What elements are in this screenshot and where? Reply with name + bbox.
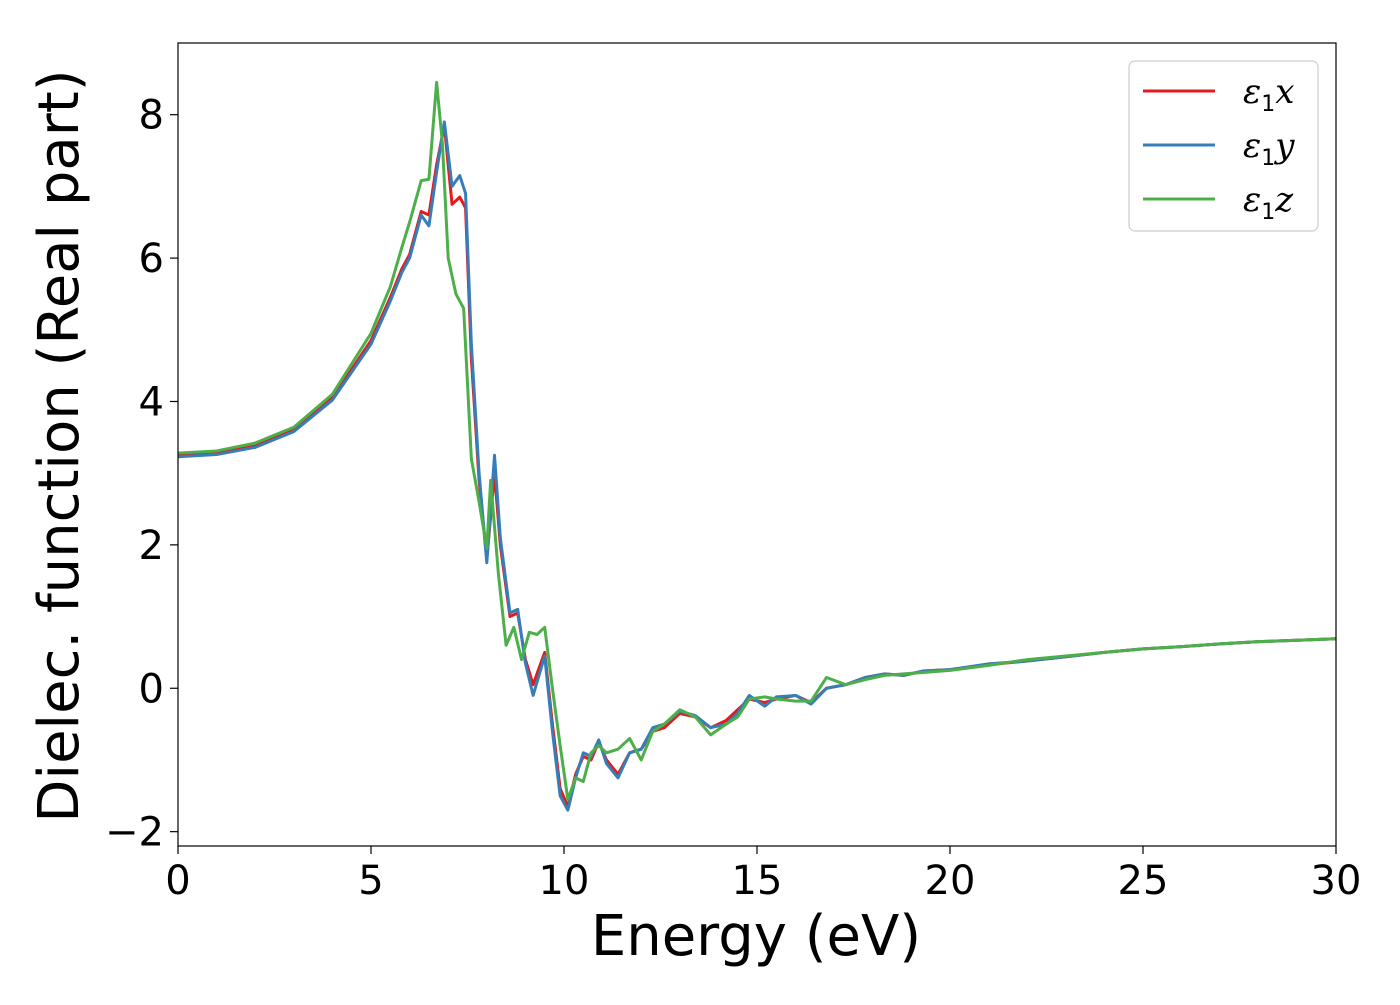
y-tick-label: −2: [105, 810, 164, 856]
y-axis-label: Dielec. function (Real part): [27, 69, 92, 822]
y-tick-label: 4: [139, 379, 164, 425]
plot-area: [178, 80, 1336, 812]
x-tick-label: 10: [539, 858, 590, 904]
x-tick-label: 0: [165, 858, 190, 904]
legend-box: [1128, 60, 1319, 232]
x-tick-label: 20: [925, 858, 976, 904]
x-tick-label: 25: [1118, 858, 1169, 904]
legend-entry-label: ε1x: [1243, 72, 1294, 117]
x-axis-label: Energy (eV): [591, 904, 921, 969]
y-tick-label: 6: [139, 236, 164, 282]
legend-entry-label: ε1y: [1243, 126, 1295, 171]
legend-entry-label: ε1z: [1243, 180, 1294, 225]
y-tick-label: 8: [139, 93, 164, 139]
series-line-z: [178, 80, 1336, 801]
x-tick-label: 5: [358, 858, 383, 904]
series-group: [178, 80, 1336, 812]
x-tick-label: 30: [1311, 858, 1362, 904]
x-tick-label: 15: [732, 858, 783, 904]
y-tick-label: 2: [139, 523, 164, 569]
legend: ε1x ε1y ε1z: [1128, 60, 1319, 232]
y-tick-label: 0: [139, 666, 164, 712]
